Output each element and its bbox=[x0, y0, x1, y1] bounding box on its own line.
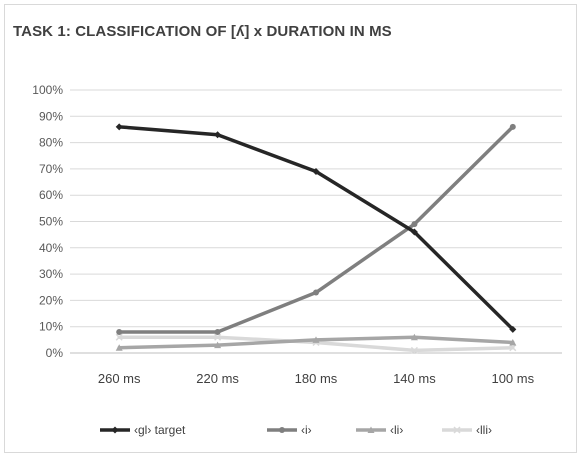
data-point bbox=[411, 221, 418, 228]
data-point bbox=[312, 336, 320, 343]
legend-swatch-marker bbox=[279, 427, 285, 433]
chart-title: TASK 1: CLASSIFICATION OF [ʎ] x DURATION… bbox=[13, 23, 392, 40]
data-point bbox=[509, 338, 517, 346]
data-point bbox=[214, 328, 221, 335]
data-point bbox=[410, 346, 418, 354]
data-point bbox=[509, 123, 516, 130]
y-tick-label: 60% bbox=[39, 188, 63, 202]
y-tick-label: 70% bbox=[39, 162, 63, 176]
y-tick-label: 100% bbox=[32, 83, 63, 97]
x-tick-label: 100 ms bbox=[491, 371, 534, 386]
series-line bbox=[117, 125, 515, 334]
y-tick-label: 0% bbox=[46, 346, 64, 360]
data-point bbox=[410, 333, 418, 341]
legend-item: ‹li› bbox=[356, 423, 403, 437]
series-3 bbox=[115, 333, 517, 351]
legend-item: ‹i› bbox=[267, 423, 312, 437]
x-tick-label: 140 ms bbox=[393, 371, 436, 386]
y-tick-label: 30% bbox=[39, 267, 63, 281]
y-tick-label: 20% bbox=[39, 293, 63, 307]
x-tick-label: 180 ms bbox=[295, 371, 338, 386]
data-point bbox=[313, 289, 319, 296]
data-point bbox=[115, 333, 123, 341]
y-axis-ticks: 0% 10% 20% 30% 40% 50% 60% 70% 80% 90% 100% bbox=[32, 83, 63, 360]
data-point bbox=[214, 333, 222, 341]
chart-frame: TASK 1: CLASSIFICATION OF [ʎ] x DURATION… bbox=[4, 4, 577, 453]
legend: ‹gl› target ‹i› ‹li› ‹lli› bbox=[100, 423, 492, 437]
x-axis-ticks: 260 ms 220 ms 180 ms 140 ms 100 ms bbox=[98, 371, 535, 386]
data-point bbox=[115, 123, 123, 131]
x-tick-label: 220 ms bbox=[196, 371, 239, 386]
legend-swatch-marker bbox=[111, 426, 119, 434]
data-point bbox=[115, 344, 123, 351]
series-lines bbox=[115, 123, 517, 354]
data-point bbox=[214, 131, 222, 139]
data-point bbox=[214, 341, 222, 349]
legend-label: ‹gl› target bbox=[134, 423, 186, 437]
legend-swatch-marker bbox=[367, 426, 375, 433]
y-tick-label: 10% bbox=[39, 320, 63, 334]
data-point bbox=[509, 325, 517, 333]
data-point bbox=[509, 344, 517, 352]
legend-swatch-marker bbox=[453, 426, 461, 434]
series-2 bbox=[116, 123, 516, 335]
legend-label: ‹li› bbox=[390, 423, 403, 437]
data-point bbox=[312, 168, 320, 176]
y-tick-label: 50% bbox=[39, 215, 63, 229]
legend-item: ‹lli› bbox=[442, 423, 492, 437]
y-tick-label: 80% bbox=[39, 136, 63, 150]
y-tick-label: 90% bbox=[39, 109, 63, 123]
legend-item: ‹gl› target bbox=[100, 423, 186, 437]
data-point bbox=[410, 228, 418, 236]
data-point bbox=[116, 328, 123, 335]
series-line bbox=[117, 125, 515, 332]
legend-label: ‹i› bbox=[301, 423, 312, 437]
x-tick-label: 260 ms bbox=[98, 371, 141, 386]
y-tick-label: 40% bbox=[39, 241, 63, 255]
series-1 bbox=[115, 123, 517, 333]
legend-label: ‹lli› bbox=[476, 423, 492, 437]
